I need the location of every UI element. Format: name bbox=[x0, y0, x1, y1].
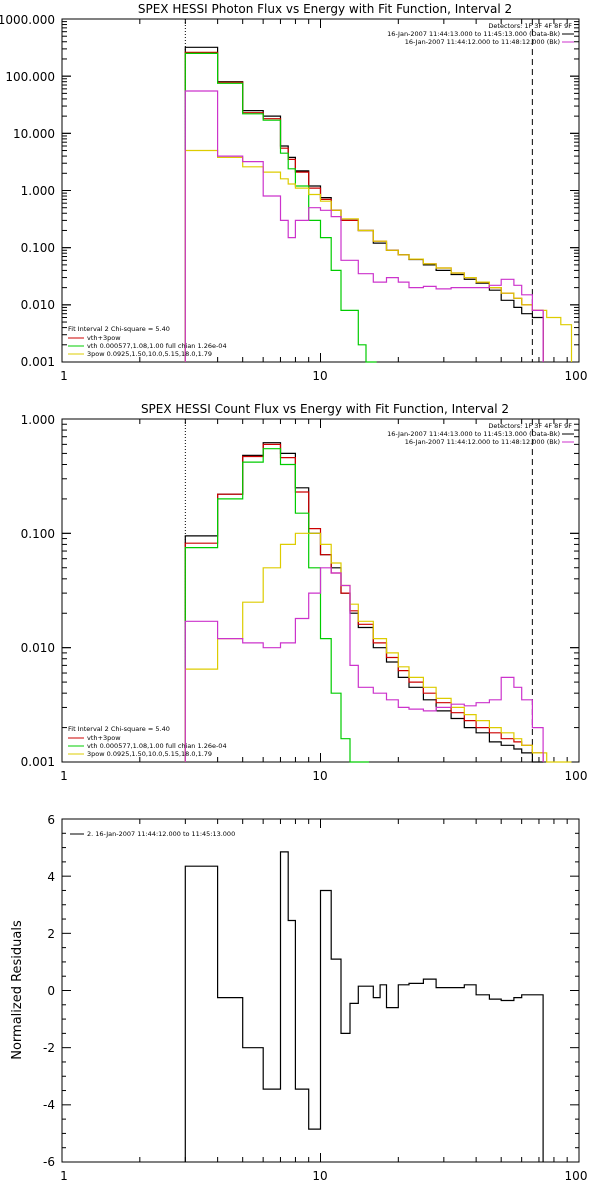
residuals-x-tick-1: 1 bbox=[60, 1169, 68, 1183]
count-fit-legend-header: Fit Interval 2 Chi-square = 5.40 bbox=[68, 725, 170, 733]
photon-flux-ticks bbox=[61, 18, 580, 363]
residuals-y-tick-2: 2 bbox=[47, 927, 55, 941]
photon-fit-legend-total: vth+3pow bbox=[87, 334, 121, 342]
count-flux-series bbox=[184, 442, 572, 763]
photon-fit-legend-vth: vth 0.000577,1.08,1.00 full chian 1.26e-… bbox=[87, 342, 227, 350]
count-y-tick-1.000: 1.000 bbox=[21, 413, 55, 427]
photon-time-legend-data: 16-Jan-2007 11:44:13.000 to 11:45:13.000… bbox=[387, 30, 560, 38]
series-2-16-jan-2007-11-44-12-000-to-11-45-13-000 bbox=[184, 851, 544, 1162]
photon-detectors-label: Detectors: 1F 3F 4F 8F 9F bbox=[488, 22, 572, 30]
residuals-y-tick-0: 0 bbox=[47, 984, 55, 998]
series-data-bk bbox=[184, 46, 544, 362]
count-flux-title: SPEX HESSI Count Flux vs Energy with Fit… bbox=[141, 402, 509, 416]
count-time-legend-data: 16-Jan-2007 11:44:13.000 to 11:45:13.000… bbox=[387, 430, 560, 438]
series-vth-3pow bbox=[184, 443, 544, 762]
photon-flux-title: SPEX HESSI Photon Flux vs Energy with Fi… bbox=[138, 2, 512, 16]
residuals-y-tick-6: 6 bbox=[47, 813, 55, 827]
residuals-x-tick-100: 100 bbox=[565, 1169, 588, 1183]
photon-y-tick-1.000: 1.000 bbox=[21, 184, 55, 198]
residuals-y-axis-label: Normalized Residuals bbox=[10, 920, 25, 1060]
residuals-ticks bbox=[61, 818, 580, 1163]
series-3pow bbox=[184, 149, 573, 362]
photon-y-tick-0.010: 0.010 bbox=[21, 298, 55, 312]
series-vth bbox=[184, 448, 369, 763]
residuals-y-tick-neg2: -2 bbox=[43, 1041, 55, 1055]
residuals-x-tick-10: 10 bbox=[312, 1169, 327, 1183]
series-bk bbox=[184, 90, 544, 362]
count-x-tick-10: 10 bbox=[312, 769, 327, 783]
residuals-panel: Normalized Residuals 1 10 100 -6 -4 -2 0… bbox=[10, 813, 587, 1183]
series-data-bk bbox=[184, 442, 544, 763]
residuals-y-tick-neg4: -4 bbox=[43, 1098, 55, 1112]
photon-x-tick-10: 10 bbox=[312, 369, 327, 383]
photon-fit-legend-3pow: 3pow 0.0925,1.50,10.0,5.15,18.0,1.79 bbox=[87, 350, 212, 358]
count-x-tick-1: 1 bbox=[60, 769, 68, 783]
count-y-tick-0.100: 0.100 bbox=[21, 527, 55, 541]
count-fit-legend-total: vth+3pow bbox=[87, 734, 121, 742]
count-y-tick-0.001: 0.001 bbox=[21, 755, 55, 769]
residuals-y-tick-neg6: -6 bbox=[43, 1155, 55, 1169]
count-fit-legend-3pow: 3pow 0.0925,1.50,10.0,5.15,18.0,1.79 bbox=[87, 750, 212, 758]
photon-flux-panel: SPEX HESSI Photon Flux vs Energy with Fi… bbox=[0, 2, 587, 383]
photon-y-tick-100.000: 100.000 bbox=[5, 70, 55, 84]
photon-x-tick-1: 1 bbox=[60, 369, 68, 383]
count-y-tick-0.010: 0.010 bbox=[21, 641, 55, 655]
photon-y-tick-10.000: 10.000 bbox=[13, 127, 55, 141]
count-time-legend-bk: 16-Jan-2007 11:44:12.000 to 11:48:12.000… bbox=[405, 438, 560, 446]
residuals-legend-label: 2. 16-Jan-2007 11:44:12.000 to 11:45:13.… bbox=[87, 830, 235, 838]
photon-y-tick-0.100: 0.100 bbox=[21, 241, 55, 255]
residuals-series bbox=[184, 851, 544, 1162]
count-flux-ticks bbox=[61, 418, 580, 763]
photon-x-tick-100: 100 bbox=[565, 369, 588, 383]
series-3pow bbox=[184, 532, 572, 763]
count-x-tick-100: 100 bbox=[565, 769, 588, 783]
photon-time-legend-bk: 16-Jan-2007 11:44:12.000 to 11:48:12.000… bbox=[405, 38, 560, 46]
count-flux-panel: SPEX HESSI Count Flux vs Energy with Fit… bbox=[21, 402, 588, 783]
residuals-y-tick-4: 4 bbox=[47, 870, 55, 884]
count-fit-legend-vth: vth 0.000577,1.08,1.00 full chian 1.26e-… bbox=[87, 742, 227, 750]
photon-fit-legend-header: Fit Interval 2 Chi-square = 5.40 bbox=[68, 325, 170, 333]
count-detectors-label: Detectors: 1F 3F 4F 8F 9F bbox=[488, 422, 572, 430]
photon-y-tick-0.001: 0.001 bbox=[21, 355, 55, 369]
count-flux-range-lines bbox=[184, 419, 533, 762]
photon-y-tick-1000.000: 1000.000 bbox=[0, 13, 55, 27]
photon-flux-series bbox=[184, 46, 573, 363]
series-bk bbox=[184, 567, 544, 762]
series-vth-3pow bbox=[184, 51, 544, 362]
